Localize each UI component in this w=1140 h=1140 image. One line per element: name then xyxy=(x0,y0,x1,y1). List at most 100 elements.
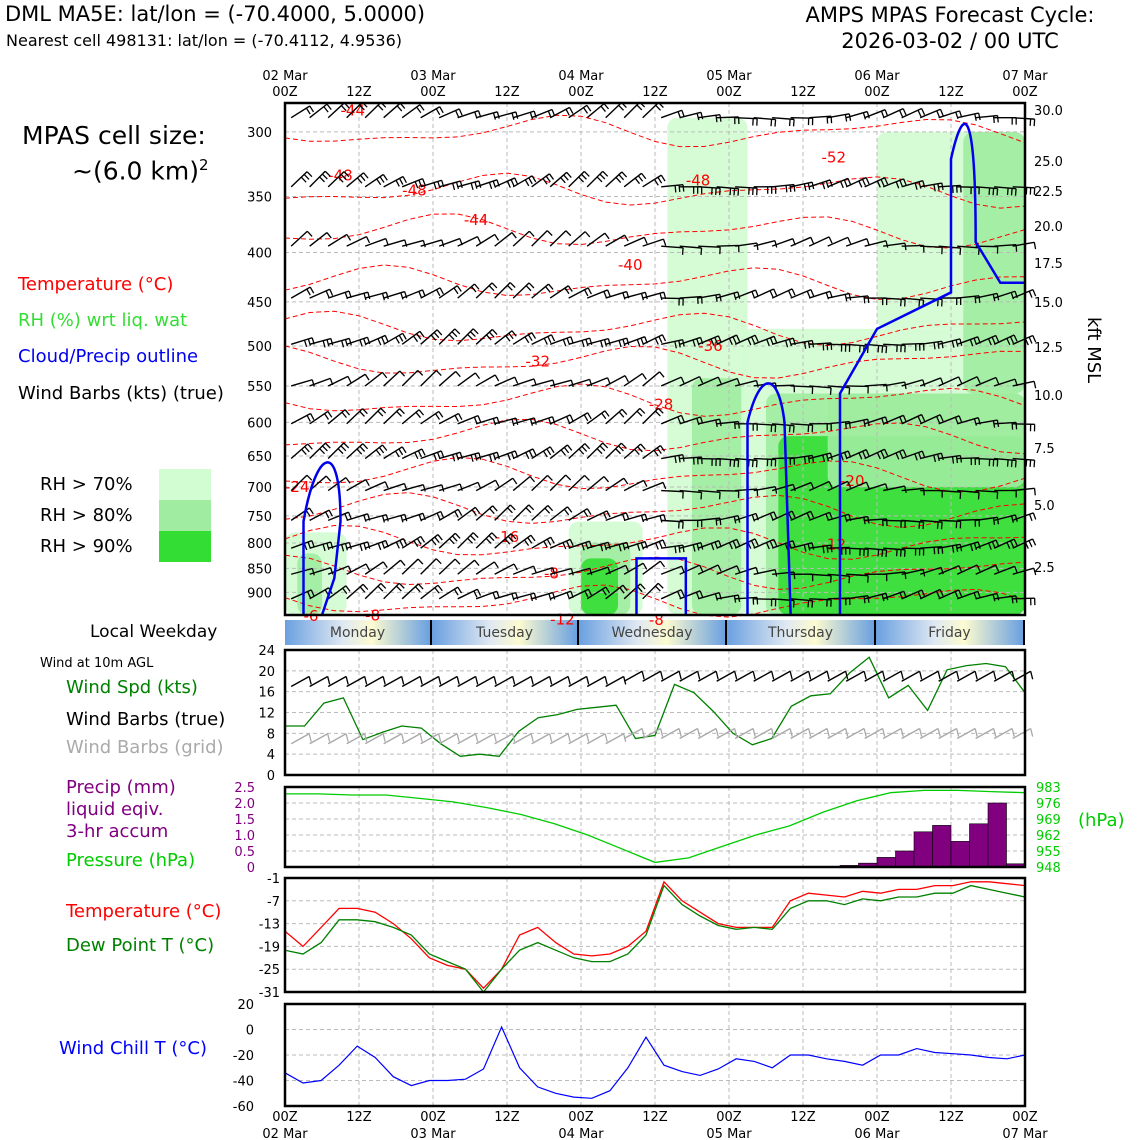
wind-barb-feather xyxy=(418,409,425,416)
wind-barb-feather xyxy=(434,587,440,594)
wind-barb-feather xyxy=(954,591,959,599)
wind-barb-feather xyxy=(658,336,663,344)
isotherm-9 xyxy=(284,492,1026,529)
wind-barb-feather xyxy=(459,180,463,189)
wind-barb-true xyxy=(845,670,865,682)
wind-barb xyxy=(679,456,702,460)
wind-barb-feather xyxy=(550,536,555,544)
wind-barb-feather xyxy=(1006,542,1011,550)
wind-barb-grid xyxy=(327,733,347,745)
wind-barb-feather xyxy=(567,285,573,292)
wind-barb-feather xyxy=(453,588,459,596)
wind-barb-grid-feather xyxy=(882,728,886,737)
wind-barb xyxy=(401,448,423,460)
wind-barb xyxy=(327,442,345,460)
cross-section-frame xyxy=(283,101,1027,617)
wind-barb-feather xyxy=(563,447,570,454)
wind-barb-feather xyxy=(552,379,556,387)
wind-barb-feather xyxy=(344,409,351,416)
wind-barb-feather xyxy=(895,549,898,557)
wind-barb-feather xyxy=(729,459,732,467)
wind-barb-feather xyxy=(1033,488,1036,496)
wind-barb xyxy=(623,479,644,492)
wind-barb-feather xyxy=(1028,290,1033,298)
wind-barb xyxy=(938,589,960,600)
pressure-tick-label: 650 xyxy=(247,450,272,465)
wind-barb xyxy=(993,565,1015,575)
wind-barb-feather xyxy=(470,182,474,190)
wind-barb xyxy=(679,336,701,345)
wind-barb-feather xyxy=(995,335,1000,343)
wind-barb-grid xyxy=(346,733,366,745)
wind-barb xyxy=(383,582,400,600)
wind-barb xyxy=(568,231,586,247)
wind-barb-feather xyxy=(308,507,314,515)
wind-barb-feather xyxy=(674,456,677,464)
wind-barb-feather xyxy=(437,584,443,592)
wind-barb-feather xyxy=(922,488,925,496)
top-hour-label: 00Z xyxy=(420,85,446,100)
wind-barb xyxy=(642,444,661,460)
wind-barb-feather xyxy=(773,288,778,296)
wind-barb-feather xyxy=(395,336,400,344)
wind-barb-feather xyxy=(566,444,573,451)
wind-barb-feather xyxy=(1009,540,1015,548)
wind-barb-feather xyxy=(680,415,685,423)
wind-barb-feather xyxy=(637,175,644,182)
wind-barb-grid xyxy=(475,733,495,745)
kft-tick-label: 2.5 xyxy=(1034,561,1055,576)
wind-barb xyxy=(494,330,513,345)
wind-barb xyxy=(827,343,850,346)
wind-barb xyxy=(309,587,330,600)
wind-barb-feather xyxy=(584,289,589,297)
wind-barb xyxy=(1012,186,1035,189)
wind-barb-feather xyxy=(496,111,500,119)
wind-ytick-label: 12 xyxy=(258,707,275,722)
wind-barb-feather xyxy=(547,474,553,481)
wind-barb-true xyxy=(438,675,458,688)
wind-barb-feather xyxy=(880,110,885,118)
wind-barb xyxy=(401,289,423,299)
wind-barb xyxy=(346,443,364,460)
wind-barb-feather xyxy=(412,335,419,343)
wind-barb-feather xyxy=(639,583,646,590)
wind-barb-feather xyxy=(917,109,922,117)
temperature-line xyxy=(284,880,1026,990)
bottom-hour-label: 12Z xyxy=(346,1110,372,1125)
wind-barb xyxy=(531,230,548,247)
wind-barb-feather xyxy=(732,540,737,548)
wind-barb-feather xyxy=(766,339,770,346)
wind-barb-grid xyxy=(827,727,847,740)
wind-barb xyxy=(383,446,403,460)
wind-barb-feather xyxy=(345,477,351,484)
wind-barb-feather xyxy=(653,449,659,457)
wind-barb-feather xyxy=(881,594,885,602)
wind-barb xyxy=(790,236,812,247)
wind-barb xyxy=(938,489,961,493)
wind-barb xyxy=(716,420,739,425)
wind-barb xyxy=(790,289,812,299)
bottom-hour-label: 12Z xyxy=(790,1110,816,1125)
wind-ytick-label: 16 xyxy=(258,686,275,701)
wind-barb xyxy=(364,237,387,247)
wind-barb-feather xyxy=(917,591,922,599)
wind-barb-grid xyxy=(512,733,532,745)
wind-barb-grid-feather xyxy=(771,728,775,737)
wind-barb-feather xyxy=(474,372,481,379)
wind-barb xyxy=(901,107,922,119)
wind-barb-feather xyxy=(715,419,718,428)
wind-barb xyxy=(457,283,476,299)
wind-barb xyxy=(716,244,739,247)
wind-barb xyxy=(401,369,419,387)
wind-barb-feather xyxy=(356,448,363,455)
wind-barb-feather xyxy=(914,182,918,190)
wind-barb-feather xyxy=(880,450,885,458)
wind-barb-feather xyxy=(884,177,889,185)
wind-barb-feather xyxy=(562,339,567,347)
wind-barb-feather xyxy=(807,182,811,191)
wind-barb-feather xyxy=(454,558,461,565)
wind-barb-feather xyxy=(377,338,382,346)
wind-barb-feather xyxy=(789,184,792,193)
precip-bar xyxy=(969,823,989,868)
wind-barb-feather xyxy=(381,371,388,379)
